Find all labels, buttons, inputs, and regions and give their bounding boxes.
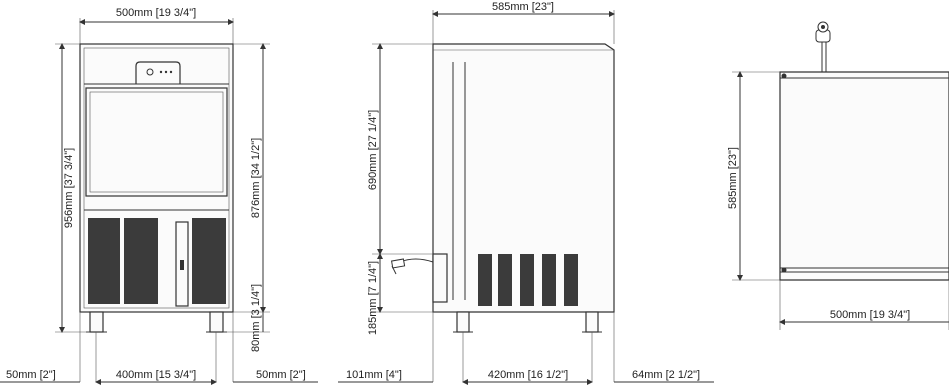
side-lower-height-label: 185mm [7 1/4"] (367, 261, 379, 335)
top-cabinet (779, 71, 949, 281)
front-vent-left (88, 218, 120, 304)
side-front-offset-label: 64mm [2 1/2"] (632, 369, 700, 381)
top-depth-label: 585mm [23"] (727, 147, 739, 209)
front-view: 500mm [19 3/4"] 956mm [37 3/4"] (0, 7, 318, 385)
front-leg-left (89, 311, 104, 333)
side-vent-5 (564, 254, 578, 306)
side-vent-1 (478, 254, 492, 306)
front-left-offset-label: 50mm [2"] (6, 369, 56, 381)
front-vent-middle (124, 218, 158, 304)
side-vent-2 (498, 254, 512, 306)
top-view: 585mm [23"] 500mm [19 3/4"] (727, 21, 949, 330)
side-leg-spacing-label: 420mm [16 1/2"] (488, 369, 568, 381)
side-leg-rear (456, 311, 470, 333)
side-depth-label: 585mm [23"] (492, 1, 554, 13)
side-back-offset-label: 101mm [4"] (346, 369, 402, 381)
front-right-offset-label: 50mm [2"] (256, 369, 306, 381)
side-leg-front (585, 311, 599, 333)
side-vent-3 (520, 254, 534, 306)
side-upper-height-label: 690mm [27 1/4"] (367, 110, 379, 190)
front-width-label: 500mm [19 3/4"] (116, 7, 196, 19)
front-leg-right (209, 311, 224, 333)
front-vent-right (192, 218, 226, 304)
front-leg-spacing-label: 400mm [15 3/4"] (116, 369, 196, 381)
front-leg-height-label: 80mm [3 1/4"] (250, 284, 262, 352)
front-inner-height-label: 876mm [34 1/2"] (250, 138, 262, 218)
side-vent-4 (542, 254, 556, 306)
side-view: 585mm [23"] 690mm [27 1/4"] 185mm [7 1/4… (338, 1, 714, 385)
side-rear-connection-box (432, 253, 448, 303)
front-control-panel (135, 61, 181, 84)
front-door (85, 87, 228, 197)
top-width-label: 500mm [19 3/4"] (830, 309, 910, 321)
front-total-height-label: 956mm [37 3/4"] (63, 148, 75, 228)
